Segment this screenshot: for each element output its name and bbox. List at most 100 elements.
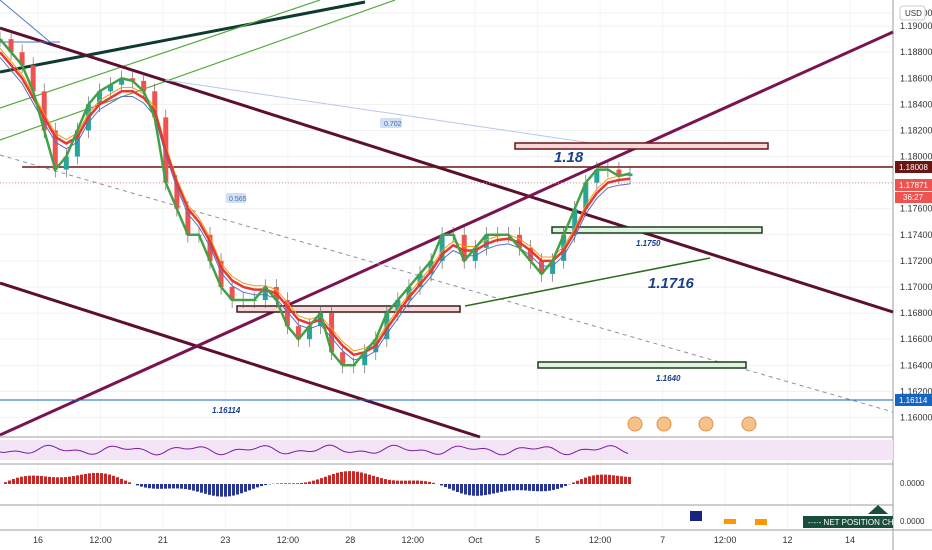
macd-bar	[452, 484, 455, 491]
candle-body	[119, 78, 125, 85]
macd-bar	[424, 481, 427, 484]
ema-line	[0, 51, 631, 357]
fib-connector[interactable]	[164, 79, 626, 149]
price-tick-label: 1.18000	[900, 152, 932, 162]
macd-bar	[392, 480, 395, 484]
macd-bar	[540, 484, 543, 492]
macd-bar	[28, 475, 31, 484]
macd-bar	[344, 471, 347, 484]
candle-body	[207, 234, 213, 261]
zone-1168[interactable]	[236, 305, 461, 313]
macd-bar	[536, 484, 539, 492]
macd-bar	[480, 484, 483, 496]
candle-body	[616, 169, 622, 177]
macd-bar	[460, 484, 463, 494]
price-tick-label: 1.18600	[900, 73, 932, 83]
trendline-green-1[interactable]	[0, 0, 321, 109]
macd-bar	[588, 476, 591, 484]
macd-bar	[308, 481, 311, 484]
macd-bar	[36, 475, 39, 484]
macd-bar	[556, 484, 559, 489]
price-tick-label: 1.17000	[900, 282, 932, 292]
macd-bar	[156, 484, 159, 489]
macd-bar	[136, 484, 139, 486]
label-1164: 1.1640	[656, 374, 681, 383]
macd-bar	[368, 474, 371, 484]
candle-body	[340, 352, 346, 366]
zone-1175[interactable]	[551, 226, 763, 234]
price-tick-label: 1.17400	[900, 230, 932, 240]
event-flag-icon[interactable]	[656, 416, 672, 432]
event-flag-icon[interactable]	[698, 416, 714, 432]
small-label-box	[226, 193, 246, 203]
macd-bar	[192, 484, 195, 491]
dashed-trendline[interactable]	[0, 154, 894, 413]
blue-diag-left[interactable]	[0, 0, 51, 43]
badge-resistance	[895, 161, 932, 173]
price-line	[0, 38, 631, 367]
macd-bar	[212, 484, 215, 496]
macd-bar	[220, 484, 223, 497]
event-flag-icon[interactable]	[741, 416, 757, 432]
trendline-green-2[interactable]	[0, 0, 396, 141]
macd-bar	[356, 471, 359, 484]
macd-bar	[572, 482, 575, 484]
zones[interactable]	[236, 142, 769, 369]
macd-bar	[332, 473, 335, 484]
macd-bar	[20, 476, 23, 484]
macd-bar	[320, 478, 323, 484]
macd-bar	[528, 484, 531, 491]
macd-bar	[380, 478, 383, 484]
macd-bar	[128, 482, 131, 484]
ascending-trendline[interactable]	[0, 30, 894, 437]
price-tick-label: 1.16800	[900, 308, 932, 318]
candle-body	[572, 208, 578, 235]
rising-support-line[interactable]	[464, 257, 711, 307]
macd-bar	[12, 478, 15, 484]
macd-bar	[608, 474, 611, 484]
collapse-arrow-icon[interactable]	[868, 505, 888, 514]
macd-bar	[516, 484, 519, 491]
macd-bar	[512, 484, 515, 491]
macd-bar	[576, 480, 579, 484]
time-axis[interactable]: 16 12:00 21 23 12:00 28 12:00 Oct 5 12:00 7 12:00 12…	[33, 535, 855, 545]
economic-events[interactable]	[627, 416, 757, 432]
trendline-dark-green[interactable]	[0, 0, 366, 74]
badge-resistance-text: 1.18008	[899, 163, 928, 172]
macd-bar	[124, 480, 127, 484]
macd-bar	[100, 473, 103, 484]
event-flag-icon[interactable]	[627, 416, 643, 432]
macd-bar	[304, 482, 307, 484]
zone-118[interactable]	[514, 142, 769, 150]
candle-body	[539, 260, 545, 274]
candle-body	[561, 234, 567, 261]
zone-1164[interactable]	[537, 361, 747, 369]
candle-body	[174, 182, 180, 209]
candle-body	[108, 84, 114, 92]
macd-bar	[388, 479, 391, 484]
currency-badge[interactable]	[899, 5, 926, 21]
macd-bar	[104, 473, 107, 484]
time-tick-label: 16	[33, 535, 43, 545]
macd-bar	[228, 484, 231, 497]
macd-bar	[340, 471, 343, 484]
candle-body	[439, 234, 445, 261]
macd-bar	[564, 484, 567, 487]
macd-bar	[484, 484, 487, 496]
label-116114: 1.16114	[212, 406, 241, 415]
label-1175: 1.1750	[636, 239, 661, 248]
macd-bar	[32, 475, 35, 484]
descending-channel-bottom[interactable]	[0, 281, 481, 439]
macd-bar	[560, 484, 563, 488]
macd-bar	[376, 477, 379, 484]
macd-bar	[260, 484, 263, 487]
rsi-pane	[0, 440, 893, 460]
macd-bar	[624, 476, 627, 484]
descending-channel-top[interactable]	[0, 26, 894, 314]
candle-body	[63, 156, 69, 170]
candle-body	[550, 260, 556, 274]
macd-bar	[248, 484, 251, 491]
candle-body	[218, 260, 224, 287]
macd-bar	[288, 483, 291, 484]
